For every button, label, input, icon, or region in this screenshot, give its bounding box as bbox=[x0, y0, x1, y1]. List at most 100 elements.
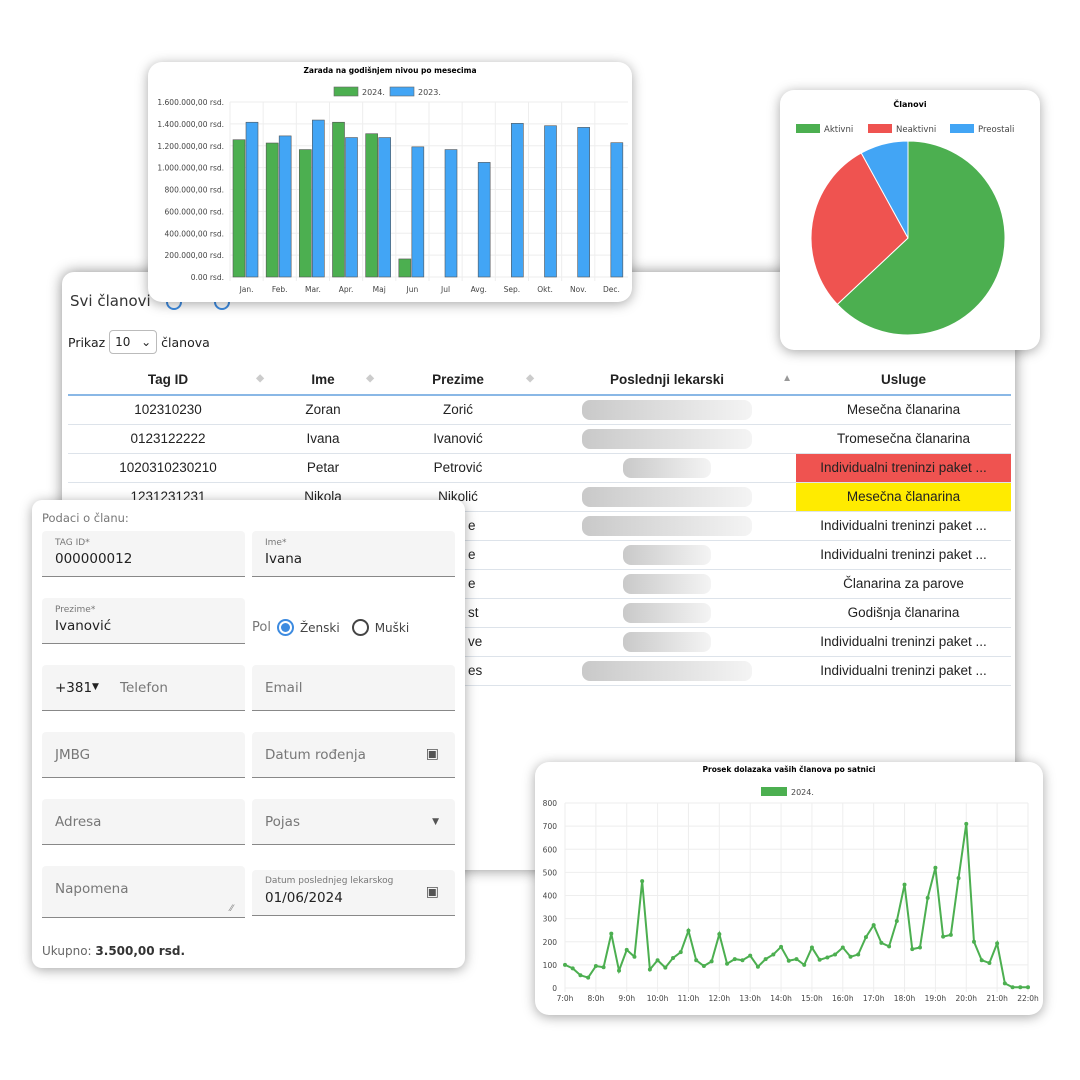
birth-placeholder: Datum rođenja bbox=[265, 747, 366, 763]
y-tick-label: 200 bbox=[543, 938, 558, 947]
column-header[interactable]: Tag ID ◆ bbox=[68, 364, 268, 396]
bar bbox=[345, 137, 358, 278]
tag-id-label: TAG ID* bbox=[55, 538, 90, 548]
data-point bbox=[995, 941, 1000, 946]
legend-swatch bbox=[389, 86, 415, 97]
cell-service: Mesečna članarina bbox=[796, 395, 1011, 425]
redacted-date bbox=[623, 573, 711, 594]
cell-medical-date bbox=[538, 511, 796, 541]
sort-icon[interactable]: ◆ bbox=[256, 373, 264, 384]
belt-select[interactable]: Pojas ▼ bbox=[252, 799, 455, 845]
calendar-icon[interactable]: ▣ bbox=[425, 746, 439, 762]
pie-slice bbox=[860, 140, 909, 239]
sort-icon[interactable]: ◆ bbox=[526, 373, 534, 384]
radio-muski[interactable] bbox=[351, 619, 369, 636]
cell-service: Godišnja članarina bbox=[796, 598, 1011, 628]
tag-id-field[interactable]: TAG ID* 000000012 bbox=[42, 531, 245, 577]
column-header[interactable]: Poslednji lekarski ▲ bbox=[538, 364, 796, 396]
chevron-down-icon: ⌄ bbox=[141, 335, 152, 349]
data-point bbox=[640, 879, 645, 884]
column-header[interactable]: Usluge bbox=[796, 364, 1011, 396]
data-point bbox=[941, 934, 946, 939]
x-tick-label: 11:0h bbox=[678, 994, 700, 1003]
x-tick-label: 12:0h bbox=[709, 994, 731, 1003]
prezime-label: Prezime* bbox=[55, 605, 96, 615]
prezime-field[interactable]: Prezime* Ivanović bbox=[42, 598, 245, 644]
data-point bbox=[971, 939, 976, 944]
bar bbox=[444, 149, 458, 278]
column-header[interactable]: Ime ◆ bbox=[268, 364, 378, 396]
ime-field[interactable]: Ime* Ivana bbox=[252, 531, 455, 577]
birth-date-field[interactable]: Datum rođenja ▣ bbox=[252, 732, 455, 778]
sort-icon[interactable]: ◆ bbox=[366, 373, 374, 384]
data-point bbox=[748, 953, 753, 958]
y-tick-label: 500 bbox=[543, 868, 558, 877]
legend-label: 2023. bbox=[418, 88, 441, 97]
bar bbox=[278, 135, 292, 278]
cell-ime: Ivana bbox=[268, 424, 378, 454]
data-point bbox=[802, 962, 807, 967]
radio-zenski[interactable] bbox=[276, 619, 294, 636]
total: Ukupno: 3.500,00 rsd. bbox=[42, 944, 185, 958]
column-header-label: Prezime bbox=[432, 371, 484, 387]
data-point bbox=[570, 966, 575, 971]
x-tick-label: 13:0h bbox=[739, 994, 761, 1003]
medical-date-field[interactable]: Datum poslednjeg lekarskog 01/06/2024 ▣ bbox=[252, 870, 455, 916]
data-point bbox=[578, 973, 583, 978]
data-point bbox=[717, 932, 722, 937]
column-header[interactable]: Prezime ◆ bbox=[378, 364, 538, 396]
table-row[interactable]: 0123122222 Ivana Ivanović Tromesečna članar… bbox=[68, 424, 1011, 454]
x-tick-label: Mar. bbox=[305, 285, 321, 294]
x-tick-label: 8:0h bbox=[587, 994, 604, 1003]
cell-medical-date bbox=[538, 540, 796, 570]
x-tick-label: 19:0h bbox=[925, 994, 947, 1003]
x-tick-label: 20:0h bbox=[955, 994, 977, 1003]
redacted-date bbox=[582, 399, 752, 420]
y-tick-label: 800 bbox=[543, 799, 558, 808]
legend-swatch bbox=[761, 787, 787, 796]
jmbg-field[interactable]: JMBG bbox=[42, 732, 245, 778]
data-point bbox=[609, 931, 614, 936]
y-tick-label: 1.400.000,00 rsd. bbox=[157, 120, 224, 129]
data-point bbox=[887, 944, 892, 949]
note-textarea[interactable]: Napomena ⁄⁄ bbox=[42, 866, 245, 918]
cell-tag: 102310230 bbox=[68, 395, 268, 425]
cell-medical-date bbox=[538, 424, 796, 454]
phone-prefix[interactable]: +381 bbox=[55, 680, 93, 696]
data-point bbox=[671, 955, 676, 960]
x-tick-label: 17:0h bbox=[863, 994, 885, 1003]
sort-icon[interactable]: ▲ bbox=[782, 373, 792, 384]
redacted-date bbox=[623, 631, 711, 652]
table-row[interactable]: 1020310230210 Petar Petrović Individualni t… bbox=[68, 453, 1011, 483]
total-label: Ukupno: bbox=[42, 944, 92, 958]
address-field[interactable]: Adresa bbox=[42, 799, 245, 845]
y-tick-label: 300 bbox=[543, 915, 558, 924]
data-point bbox=[1010, 985, 1015, 990]
data-point bbox=[1002, 981, 1007, 986]
data-point bbox=[902, 882, 907, 887]
member-form-card: Podaci o članu: TAG ID* 000000012 Ime* Iva… bbox=[32, 500, 465, 968]
page-size-control: Prikaz 10 ⌄ članova bbox=[68, 330, 210, 354]
y-tick-label: 100 bbox=[543, 961, 558, 970]
x-tick-label: Avg. bbox=[471, 285, 487, 294]
page-size-select[interactable]: 10 ⌄ bbox=[109, 330, 158, 354]
bar bbox=[299, 149, 312, 278]
calendar-icon[interactable]: ▣ bbox=[425, 884, 439, 900]
cell-service: Individualni treninzi paket ... bbox=[796, 656, 1011, 686]
bar bbox=[477, 162, 491, 278]
x-tick-label: Jan. bbox=[239, 285, 254, 294]
data-point bbox=[917, 945, 922, 950]
data-point bbox=[771, 952, 776, 957]
bar bbox=[265, 142, 279, 278]
legend-label: 2024. bbox=[362, 88, 385, 97]
phone-field[interactable]: +381 ▼ Telefon bbox=[42, 665, 245, 711]
email-field[interactable]: Email bbox=[252, 665, 455, 711]
x-tick-label: 10:0h bbox=[647, 994, 669, 1003]
bar bbox=[312, 119, 325, 278]
x-tick-label: 22:0h bbox=[1017, 994, 1039, 1003]
resize-handle-icon[interactable]: ⁄⁄ bbox=[229, 904, 233, 914]
legend-swatch bbox=[333, 86, 359, 97]
ime-value: Ivana bbox=[265, 551, 303, 567]
table-row[interactable]: 102310230 Zoran Zorić Mesečna članarina bbox=[68, 395, 1011, 425]
data-point bbox=[617, 968, 622, 973]
